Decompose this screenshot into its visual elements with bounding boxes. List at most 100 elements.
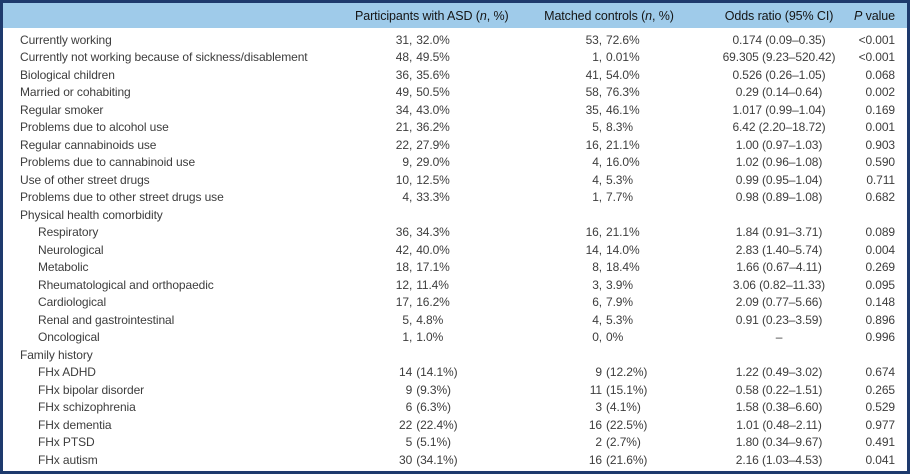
- row-label: Use of other street drugs: [20, 172, 150, 187]
- row-label: Problems due to other street drugs use: [20, 190, 224, 205]
- controls-value-cell: 53, 72.6%: [585, 32, 640, 47]
- controls-value-cell: 0, 0%: [592, 330, 624, 345]
- table-row: Rheumatological and orthopaedic 12, 11.4% 3…: [3, 276, 907, 294]
- p-value-cell: 0.491: [865, 435, 895, 450]
- odds-ratio-cell: 1.017 (0.99–1.04): [732, 102, 826, 117]
- table-row: Use of other street drugs 10, 12.5% 4, 5.3% 0…: [3, 171, 907, 189]
- controls-value-cell: 16 (22.5%): [588, 417, 648, 432]
- asd-value-cell: 1, 1.0%: [402, 330, 444, 345]
- odds-ratio-cell: 0.29 (0.14–0.64): [735, 85, 823, 100]
- controls-value-cell: 1, 0.01%: [592, 50, 640, 65]
- row-label: Metabolic: [38, 260, 89, 275]
- asd-value-cell: 36, 35.6%: [395, 67, 450, 82]
- asd-column-header: Participants with ASD (n, %): [355, 8, 509, 23]
- table-row: Metabolic 18, 17.1% 8, 18.4% 1.66 (0.67–4.11)…: [3, 259, 907, 277]
- row-label: Oncological: [38, 330, 100, 345]
- odds-ratio-cell: 3.06 (0.82–11.33): [732, 277, 826, 292]
- table-row: Problems due to other street drugs use 4,…: [3, 189, 907, 207]
- row-label: Respiratory: [38, 225, 99, 240]
- table-row: Respiratory 36, 34.3% 16, 21.1% 1.84 (0.91–3.…: [3, 224, 907, 242]
- table-row: FHx PTSD 5 (5.1%) 2 (2.7%) 1.80 (0.34–9.67) 0.…: [3, 434, 907, 452]
- controls-value-cell: 16 (21.6%): [588, 452, 648, 467]
- p-value-cell: 0.977: [865, 417, 895, 432]
- p-value-cell: 0.903: [865, 137, 895, 152]
- table-row: FHx ADHD 14 (14.1%) 9 (12.2%) 1.22 (0.49–3.02…: [3, 364, 907, 382]
- odds-ratio-cell: 2.09 (0.77–5.66): [735, 295, 823, 310]
- table-row: FHx bipolar disorder 9 (9.3%) 11 (15.1%) 0.58…: [3, 381, 907, 399]
- odds-ratio-cell: 1.58 (0.38–6.60): [735, 400, 823, 415]
- row-label: Family history: [20, 347, 93, 362]
- odds-ratio-cell: 2.83 (1.40–5.74): [735, 242, 823, 257]
- odds-ratio-cell: 0.526 (0.26–1.05): [732, 67, 826, 82]
- p-value-cell: 0.095: [865, 277, 895, 292]
- controls-value-cell: 6, 7.9%: [592, 295, 633, 310]
- asd-value-cell: 18, 17.1%: [395, 260, 450, 275]
- row-label: Physical health comorbidity: [20, 207, 163, 222]
- row-label: Married or cohabiting: [20, 85, 131, 100]
- asd-value-cell: 42, 40.0%: [395, 242, 450, 257]
- row-label: FHx dementia: [38, 417, 112, 432]
- asd-value-cell: 17, 16.2%: [395, 295, 450, 310]
- controls-value-cell: 16, 21.1%: [585, 137, 640, 152]
- controls-value-cell: 3, 3.9%: [592, 277, 633, 292]
- odds-ratio-cell: 1.66 (0.67–4.11): [736, 260, 822, 275]
- table-bottom-rule: [3, 470, 907, 471]
- p-value-cell: 0.068: [865, 67, 895, 82]
- asd-value-cell: 22, 27.9%: [395, 137, 450, 152]
- p-value-cell: 0.674: [865, 365, 895, 380]
- row-label: Currently not working because of sicknes…: [20, 50, 308, 65]
- asd-value-cell: 22 (22.4%): [399, 417, 458, 432]
- odds-ratio-cell: 1.84 (0.91–3.71): [735, 225, 823, 240]
- table-row: Problems due to alcohol use 21, 36.2% 5, 8.3…: [3, 119, 907, 137]
- controls-value-cell: 4, 16.0%: [592, 155, 640, 170]
- p-value-cell: <0.001: [858, 32, 896, 47]
- asd-value-cell: 49, 50.5%: [395, 85, 450, 100]
- table-row: FHx schizophrenia 6 (6.3%) 3 (4.1%) 1.58 (0.3…: [3, 399, 907, 417]
- asd-value-cell: 6 (6.3%): [405, 400, 451, 415]
- controls-value-cell: 4, 5.3%: [592, 172, 633, 187]
- odds-ratio-cell: 2.16 (1.03–4.53): [735, 452, 823, 467]
- controls-value-cell: 35, 46.1%: [585, 102, 640, 117]
- row-label: FHx bipolar disorder: [38, 382, 145, 397]
- row-label: Problems due to cannabinoid use: [20, 155, 196, 170]
- row-label: FHx ADHD: [38, 365, 96, 380]
- table-row: FHx dementia 22 (22.4%) 16 (22.5%) 1.01 (0.48…: [3, 416, 907, 434]
- table-row: Regular cannabinoids use 22, 27.9% 16, 21.1%…: [3, 136, 907, 154]
- p-value-cell: 0.002: [865, 85, 895, 100]
- asd-value-cell: 10, 12.5%: [395, 172, 450, 187]
- controls-value-cell: 3 (4.1%): [595, 400, 641, 415]
- p-value-column-header: P value: [853, 8, 895, 23]
- table-body: Currently working 31, 32.0% 53, 72.6% 0.174 (…: [3, 28, 907, 469]
- table-row: Regular smoker 34, 43.0% 35, 46.1% 1.017 (0.9…: [3, 101, 907, 119]
- row-label: FHx schizophrenia: [38, 400, 136, 415]
- asd-value-cell: 34, 43.0%: [395, 102, 450, 117]
- row-label: Neurological: [38, 242, 104, 257]
- section-row: Family history: [3, 346, 907, 364]
- row-label: Rheumatological and orthopaedic: [38, 277, 214, 292]
- controls-value-cell: 14, 14.0%: [585, 242, 640, 257]
- table-row: Married or cohabiting 49, 50.5% 58, 76.3% 0.2…: [3, 84, 907, 102]
- odds-ratio-cell: 1.80 (0.34–9.67): [735, 435, 823, 450]
- p-value-cell: 0.590: [865, 155, 895, 170]
- controls-value-cell: 11 (15.1%): [589, 382, 648, 397]
- p-value-cell: 0.004: [865, 242, 895, 257]
- p-value-cell: 0.896: [865, 312, 895, 327]
- p-value-cell: 0.996: [865, 330, 895, 345]
- odds-ratio-cell: 1.01 (0.48–2.11): [736, 417, 822, 432]
- row-label: FHx autism: [38, 452, 98, 467]
- odds-ratio-cell: 6.42 (2.20–18.72): [732, 120, 826, 135]
- table-row: FHx autism 30 (34.1%) 16 (21.6%) 2.16 (1.03–4…: [3, 451, 907, 469]
- row-label: Currently working: [20, 32, 112, 47]
- odds-ratio-cell: 69.305 (9.23–520.42): [722, 50, 836, 65]
- p-value-cell: 0.148: [865, 295, 895, 310]
- p-value-cell: 0.269: [865, 260, 895, 275]
- odds-ratio-cell: 0.98 (0.89–1.08): [735, 190, 823, 205]
- p-value-cell: 0.711: [866, 172, 895, 187]
- p-value-cell: 0.169: [865, 102, 895, 117]
- p-value-cell: <0.001: [858, 50, 896, 65]
- p-value-cell: 0.041: [865, 452, 895, 467]
- asd-value-cell: 36, 34.3%: [395, 225, 450, 240]
- controls-value-cell: 1, 7.7%: [592, 190, 633, 205]
- row-label: FHx PTSD: [38, 435, 95, 450]
